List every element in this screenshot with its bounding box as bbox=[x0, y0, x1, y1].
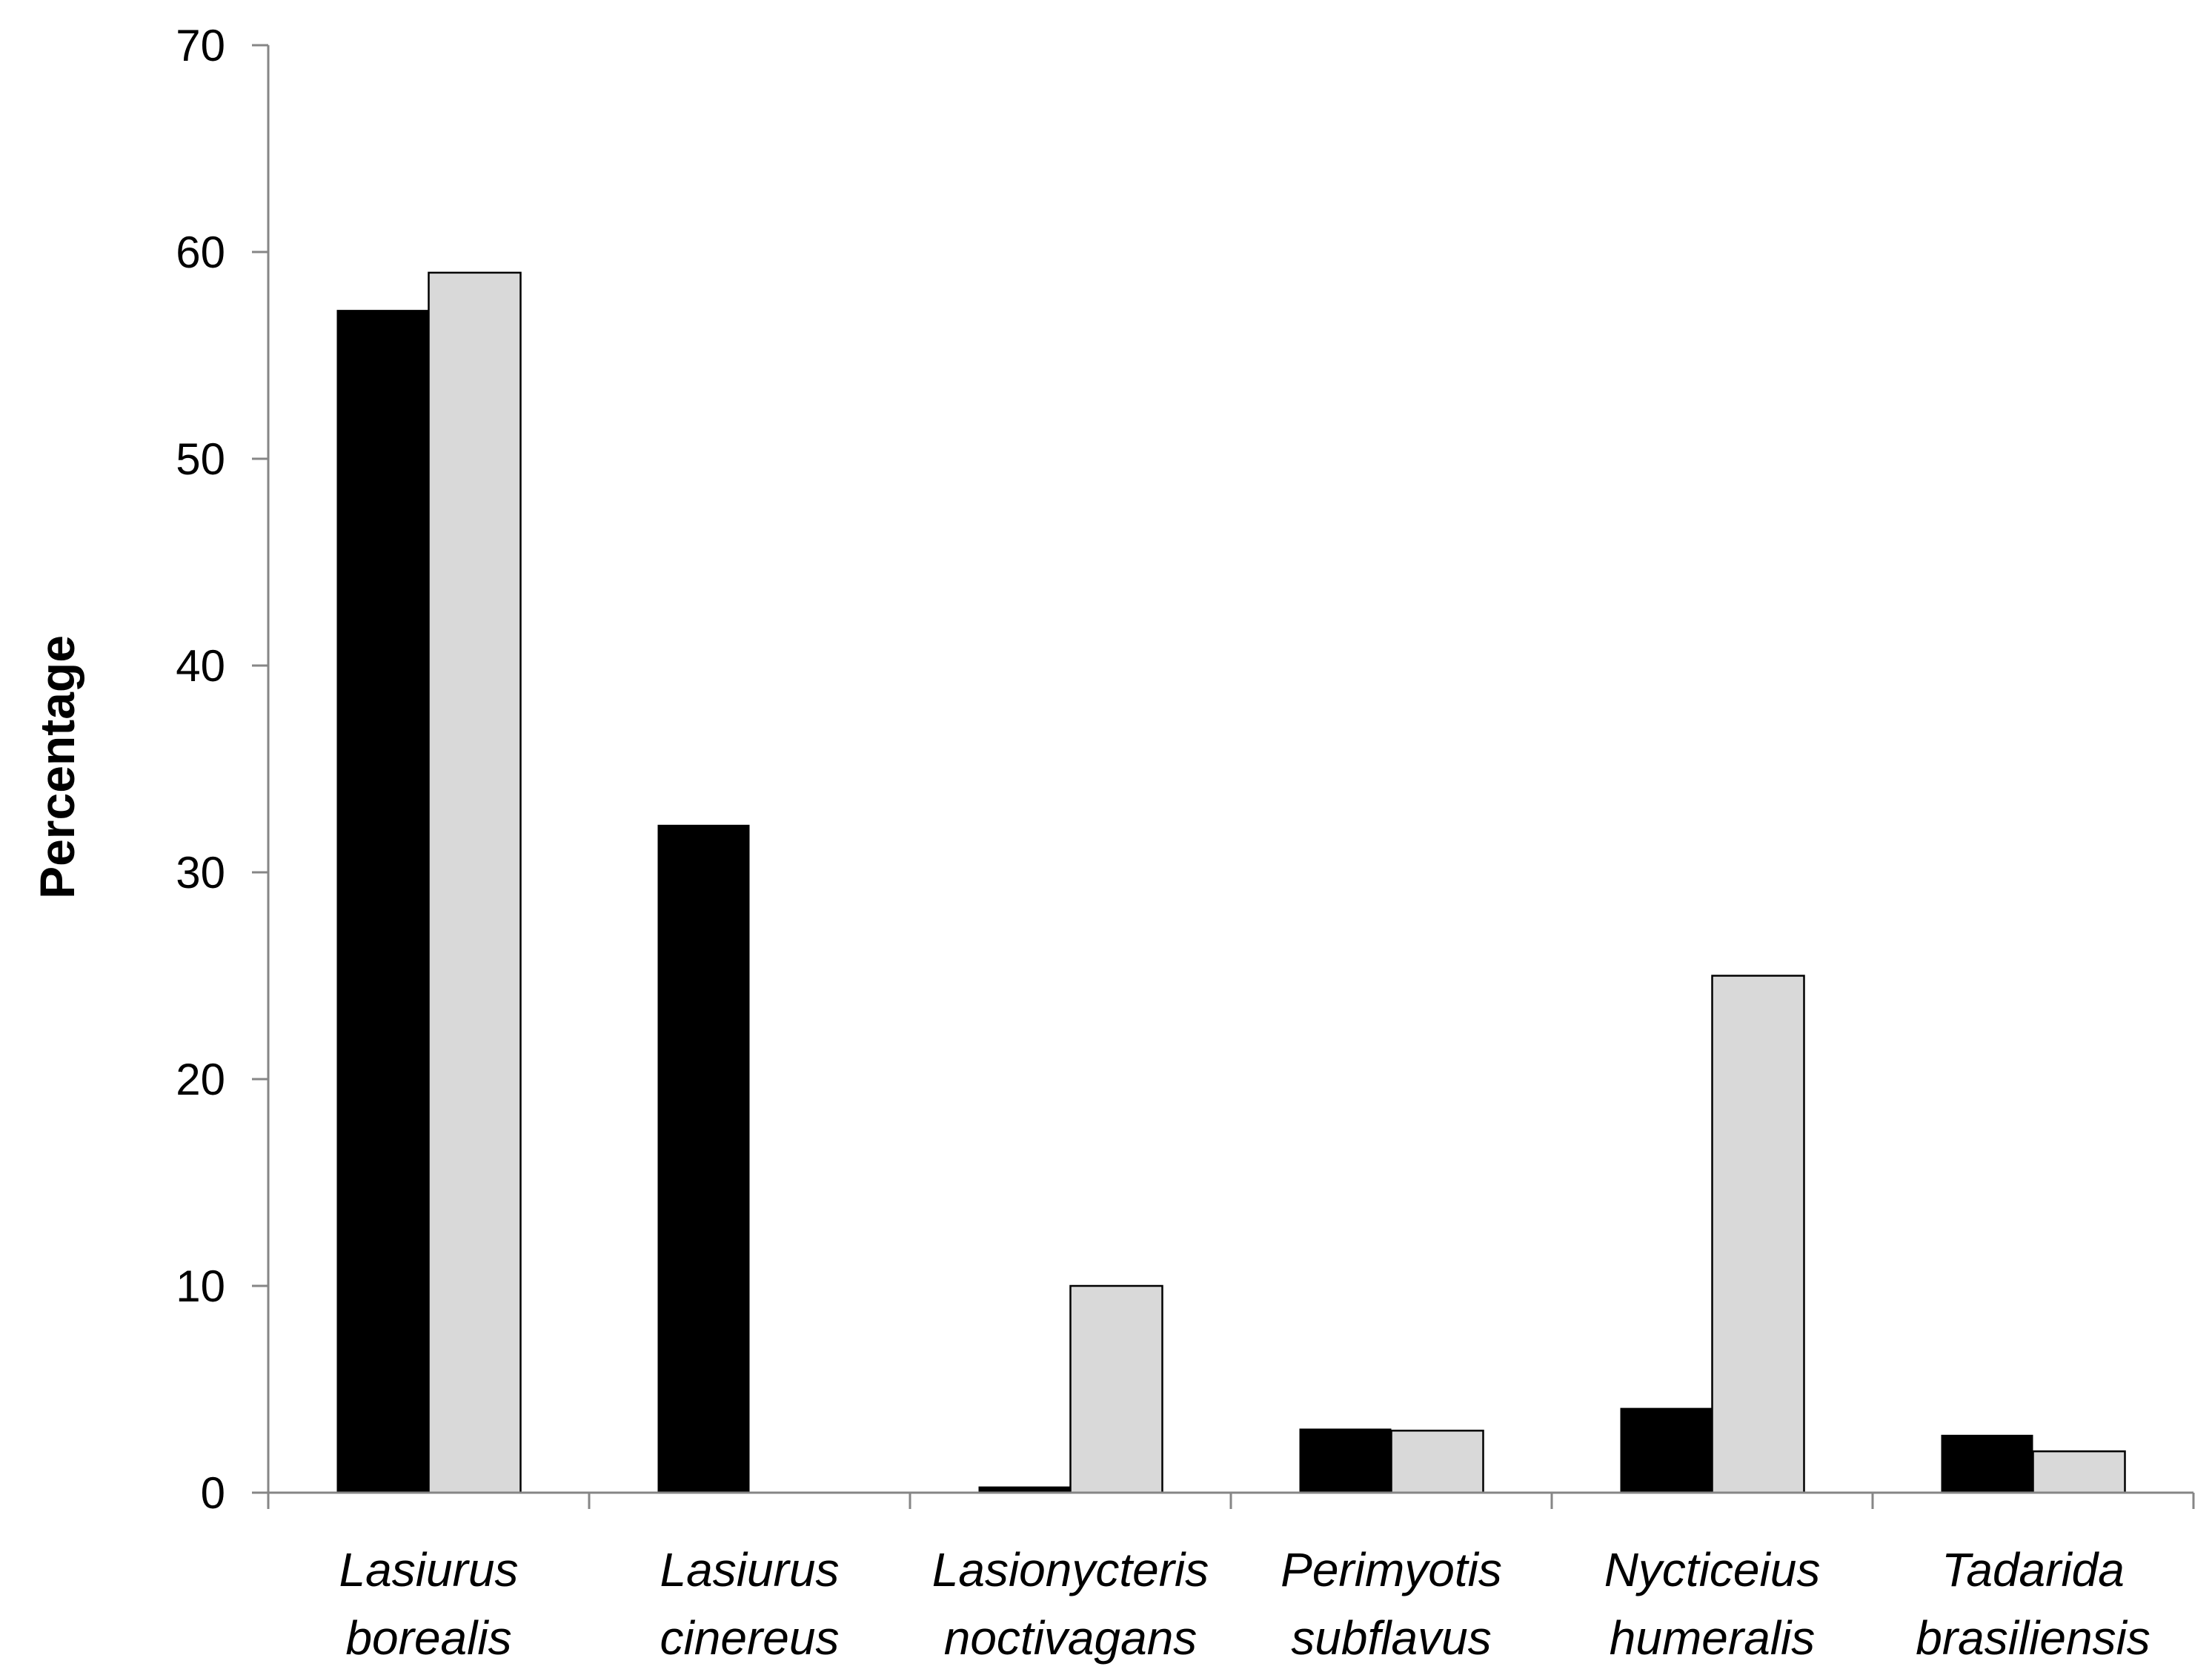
y-tick-label: 20 bbox=[176, 1055, 225, 1104]
y-tick-label: 60 bbox=[176, 228, 225, 277]
bar bbox=[336, 310, 429, 1493]
y-axis-title: Percentage bbox=[30, 635, 84, 899]
y-tick-label: 0 bbox=[201, 1468, 225, 1518]
x-tick-label: noctivagans bbox=[944, 1611, 1198, 1665]
bar bbox=[1711, 975, 1805, 1494]
bar bbox=[978, 1486, 1071, 1493]
bar bbox=[1069, 1284, 1163, 1494]
x-tick-label: Tadarida bbox=[1942, 1543, 2125, 1596]
x-tick-label: Perimyotis bbox=[1281, 1543, 1502, 1596]
y-tick-label: 40 bbox=[176, 641, 225, 691]
bar bbox=[1941, 1434, 2033, 1493]
x-tick-label: humeralis bbox=[1610, 1611, 1815, 1665]
bar bbox=[1390, 1430, 1484, 1494]
y-tick-label: 70 bbox=[176, 21, 225, 70]
x-tick-label: cinereus bbox=[660, 1611, 840, 1665]
plot-area: 0 10 20 30 40 50 60 70 Lasiurus borealis Lasiurus c… bbox=[176, 21, 2195, 1665]
x-tick-label: Lasiurus bbox=[660, 1543, 840, 1596]
y-tick-label: 50 bbox=[176, 434, 225, 484]
y-tick-label: 10 bbox=[176, 1261, 225, 1311]
x-tick-label: Lasionycteris bbox=[932, 1543, 1209, 1596]
x-tick-label: borealis bbox=[345, 1611, 511, 1665]
x-tick-label: Lasiurus bbox=[339, 1543, 519, 1596]
bar bbox=[2032, 1450, 2126, 1494]
x-tick-label: brasiliensis bbox=[1916, 1611, 2150, 1665]
bar bbox=[428, 271, 522, 1494]
x-tick-label: Nycticeius bbox=[1604, 1543, 1821, 1596]
bar bbox=[1620, 1407, 1713, 1493]
bar bbox=[657, 824, 750, 1493]
x-tick-label: subflavus bbox=[1291, 1611, 1491, 1665]
y-tick-label: 30 bbox=[176, 848, 225, 898]
bar bbox=[1299, 1428, 1392, 1493]
